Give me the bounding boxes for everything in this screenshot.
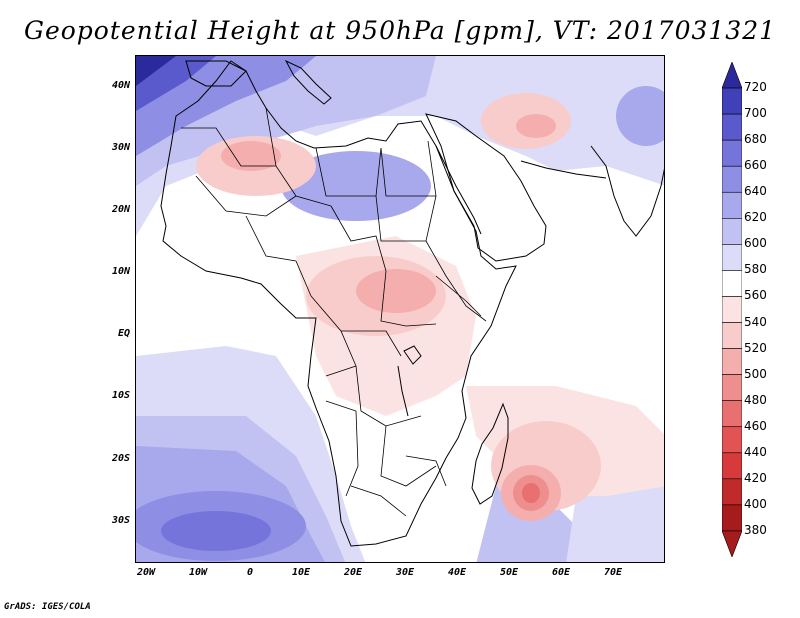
arabia-coastline <box>425 113 547 262</box>
colorbar-label: 560 <box>744 288 767 303</box>
field-620-sahara <box>281 151 431 221</box>
lon-label: 0 <box>246 567 254 578</box>
colorbar-label: 460 <box>744 418 767 433</box>
colorbar-label: 640 <box>744 184 767 199</box>
map-panel[interactable] <box>135 55 665 563</box>
colorbar-label: 440 <box>744 444 767 459</box>
colorbar-swatch <box>721 348 743 375</box>
field-460-low <box>522 483 540 503</box>
colorbar-label: 500 <box>744 366 767 381</box>
colorbar-label: 700 <box>744 106 767 121</box>
colorbar-swatch <box>721 61 743 89</box>
colorbar-label: 660 <box>744 158 767 173</box>
colorbar-label: 520 <box>744 340 767 355</box>
iberia-coastline <box>185 60 247 87</box>
lon-label: 20E <box>343 567 363 578</box>
colorbar-swatch <box>721 139 743 167</box>
colorbar-swatch <box>721 270 743 297</box>
field-500-morocco <box>221 141 281 171</box>
field-500-turkey <box>516 114 556 138</box>
colorbar-label: 600 <box>744 236 767 251</box>
colorbar-swatch <box>721 244 743 271</box>
field-720-corner <box>136 56 176 86</box>
chart-title: Geopotential Height at 950hPa [gpm], VT:… <box>23 16 777 45</box>
colorbar-label: 620 <box>744 210 767 225</box>
field-500-central <box>356 269 436 313</box>
lat-label: 20N <box>111 204 130 215</box>
colorbar-swatch <box>721 452 743 480</box>
lon-label: 50E <box>499 567 519 578</box>
field-580-southeast <box>566 486 664 562</box>
colorbar-label: 480 <box>744 392 767 407</box>
field-660-southwest <box>161 511 271 551</box>
lake-tanganyika <box>397 365 409 417</box>
red-sea <box>435 145 482 235</box>
field-620-northeast <box>616 86 664 146</box>
lat-label: 20S <box>111 453 130 464</box>
colorbar-swatch <box>721 87 743 115</box>
lake-victoria <box>403 345 422 365</box>
colorbar-swatch <box>721 322 743 349</box>
colorbar-swatch <box>721 165 743 193</box>
lon-label: 20W <box>136 567 156 578</box>
map-svg <box>136 56 664 562</box>
africa-coastline <box>160 60 517 547</box>
colorbar-swatch <box>721 400 743 428</box>
lon-label: 40E <box>447 567 467 578</box>
colorbar-swatch <box>721 113 743 141</box>
colorbar-svg <box>721 61 743 558</box>
lat-label: 40N <box>111 80 130 91</box>
lon-label: 10E <box>291 567 311 578</box>
lat-label: 10N <box>111 266 130 277</box>
colorbar-swatch <box>721 530 743 558</box>
colorbar-label: 400 <box>744 496 767 511</box>
colorbar-label: 720 <box>744 80 767 95</box>
lon-label: 30E <box>395 567 415 578</box>
lat-label: EQ <box>117 328 130 339</box>
lon-label: 60E <box>551 567 571 578</box>
country-borders <box>181 107 487 517</box>
colorbar-label: 540 <box>744 314 767 329</box>
height-field-layer <box>136 56 664 562</box>
colorbar-swatch <box>721 478 743 506</box>
lon-label: 70E <box>603 567 623 578</box>
lon-label: 10W <box>188 567 208 578</box>
colorbar-swatch <box>721 218 743 245</box>
credit-label: GrADS: IGES/COLA <box>4 602 91 612</box>
colorbar-label: 580 <box>744 262 767 277</box>
iran-coastline <box>520 160 607 179</box>
lat-label: 10S <box>111 390 130 401</box>
italy-coastline <box>284 59 332 105</box>
colorbar-swatch <box>721 374 743 401</box>
india-coastline <box>590 145 664 237</box>
colorbar-swatch <box>721 504 743 532</box>
lat-label: 30N <box>111 142 130 153</box>
colorbar-swatch <box>721 426 743 454</box>
colorbar <box>721 61 743 558</box>
coastline-layer <box>160 59 664 547</box>
madagascar-coastline <box>471 402 509 505</box>
lat-label: 30S <box>111 515 130 526</box>
colorbar-swatch <box>721 191 743 219</box>
colorbar-label: 680 <box>744 132 767 147</box>
colorbar-label: 420 <box>744 470 767 485</box>
colorbar-label: 380 <box>744 522 767 537</box>
colorbar-swatch <box>721 296 743 323</box>
